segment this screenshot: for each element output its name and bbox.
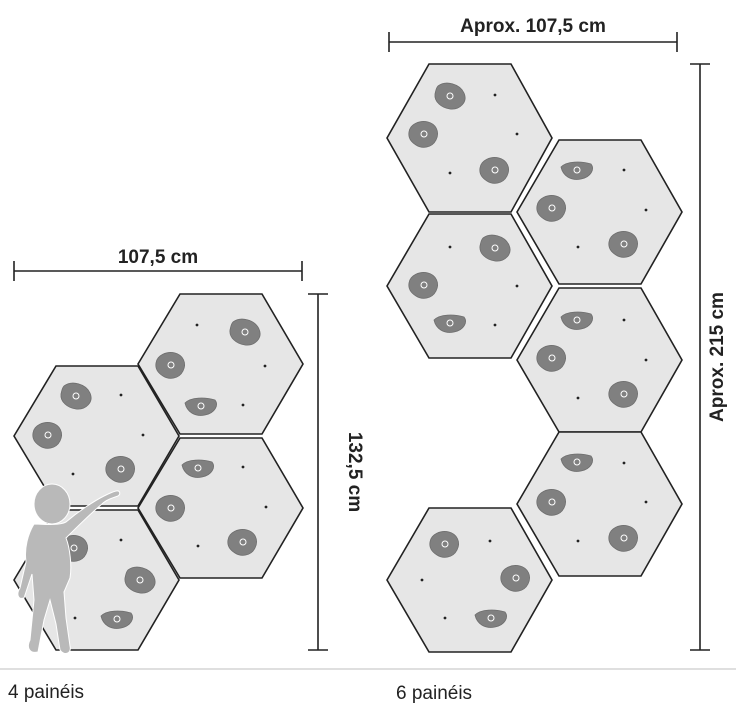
climbing-hold-icon — [155, 494, 186, 522]
panel — [386, 507, 553, 653]
climbing-hold-icon — [227, 528, 258, 556]
panel — [516, 431, 683, 577]
climbing-hold-icon — [608, 524, 639, 552]
climbing-hold-icon — [536, 344, 567, 372]
height-label: Aprox. 215 cm — [707, 292, 728, 422]
climbing-hold-icon — [408, 271, 439, 299]
climbing-hold-icon — [155, 351, 186, 379]
height-label: 132,5 cm — [344, 432, 365, 512]
width-dimension: 107,5 cm — [13, 247, 303, 281]
width-label: Aprox. 107,5 cm — [460, 16, 606, 37]
right-caption: 6 painéis — [396, 683, 473, 704]
climbing-hold-icon — [536, 488, 567, 516]
panel — [137, 437, 304, 579]
right-wall: Aprox. 107,5 cm Aprox. 215 cm — [386, 16, 728, 653]
climbing-hold-icon — [479, 156, 510, 184]
climbing-hold-icon — [32, 421, 63, 449]
height-dimension: Aprox. 215 cm — [690, 63, 728, 651]
panel — [386, 213, 553, 359]
left-caption: 4 painéis — [8, 682, 85, 703]
climbing-hold-icon — [608, 230, 639, 258]
left-wall: 107,5 cm 132,5 cm — [13, 247, 365, 654]
child-silhouette-icon — [17, 483, 121, 654]
climbing-hold-icon — [408, 120, 439, 148]
height-dimension: 132,5 cm — [308, 293, 365, 651]
panel — [137, 293, 304, 435]
panel — [516, 139, 683, 285]
climbing-hold-icon — [105, 455, 136, 483]
panel — [386, 63, 553, 213]
width-dimension: Aprox. 107,5 cm — [388, 16, 678, 52]
climbing-hold-icon — [429, 530, 460, 558]
climbing-hold-icon — [500, 564, 531, 592]
panel — [516, 287, 683, 433]
climbing-hold-icon — [536, 194, 567, 222]
width-label: 107,5 cm — [118, 247, 198, 268]
climbing-hold-icon — [608, 380, 639, 408]
